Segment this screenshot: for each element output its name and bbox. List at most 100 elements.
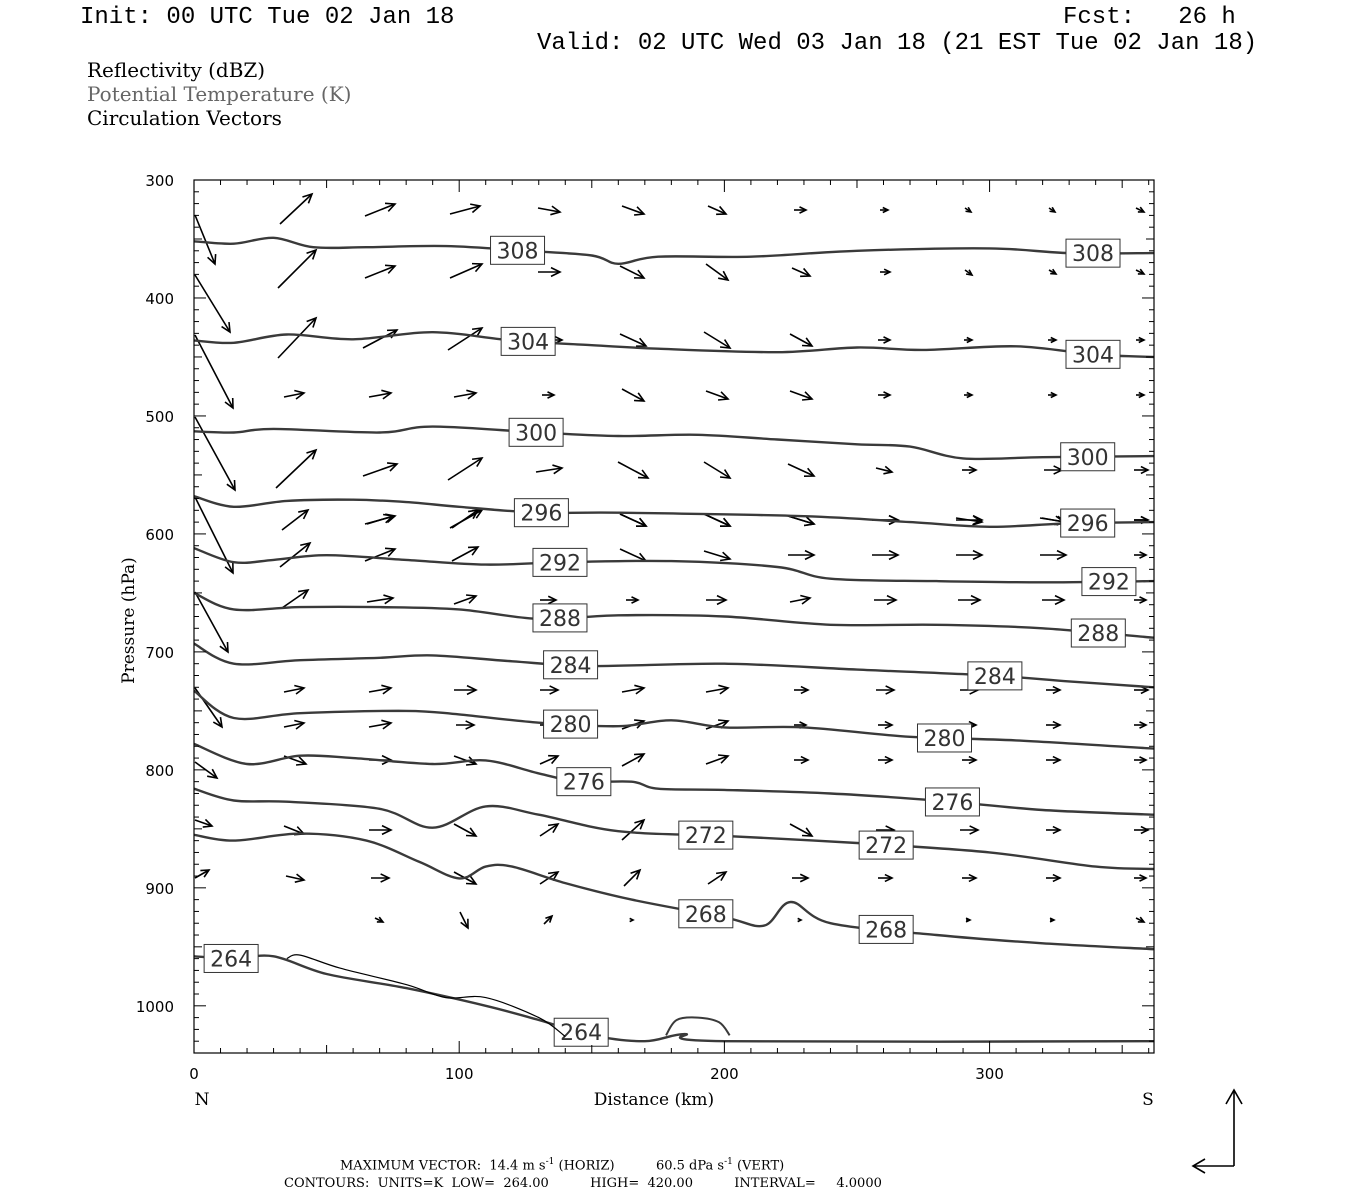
x-tick-label: 100 <box>445 1065 474 1083</box>
circulation-vector <box>965 917 972 923</box>
circulation-vector <box>705 390 730 401</box>
circulation-vector <box>617 461 650 479</box>
contour-264-bump <box>665 1016 731 1036</box>
circulation-vector <box>960 825 980 835</box>
contour-label-box <box>532 603 588 633</box>
contour-label: 304 <box>507 330 549 355</box>
circulation-vector <box>277 316 318 359</box>
circulation-vector <box>705 719 730 730</box>
circulation-vector <box>283 719 306 730</box>
circulation-vector <box>451 508 480 529</box>
contour-label: 272 <box>865 834 907 859</box>
contour-label-box <box>553 1017 609 1047</box>
contour-label-box <box>967 661 1023 691</box>
contour-label: 304 <box>1072 343 1114 368</box>
circulation-vector <box>374 916 385 923</box>
circulation-vector <box>880 206 890 214</box>
forecast-hour: Fcst: 26 h <box>1063 4 1236 31</box>
circulation-vector <box>279 541 312 568</box>
contour-300 <box>193 425 1155 461</box>
contour-label-box <box>1065 339 1121 369</box>
y-tick-label: 900 <box>145 880 174 898</box>
circulation-vector <box>447 457 484 481</box>
circulation-vector <box>281 508 310 531</box>
circulation-vector <box>1136 336 1146 344</box>
circulation-vector <box>792 873 810 883</box>
circulation-vector <box>194 416 236 492</box>
circulation-vector <box>875 465 894 475</box>
circulation-vector <box>368 719 393 730</box>
circulation-vector <box>194 334 234 410</box>
circulation-vector <box>619 333 648 347</box>
circulation-vector <box>194 818 214 828</box>
circulation-vector <box>453 594 478 605</box>
contour-label-box <box>924 787 980 817</box>
circulation-vector <box>619 513 648 527</box>
contour-label-box <box>513 498 569 528</box>
valid-time: Valid: 02 UTC Wed 03 Jan 18 (21 EST Tue … <box>537 30 1258 57</box>
circulation-vector <box>962 465 978 475</box>
contour-label-box <box>543 709 599 739</box>
circulation-vector <box>878 755 894 765</box>
contour-label-box <box>532 547 588 577</box>
contour-264 <box>193 954 1155 1043</box>
contour-264-branch <box>286 954 566 1037</box>
circulation-vector <box>707 870 728 885</box>
contour-label: 280 <box>923 727 965 752</box>
contour-label-box <box>490 235 546 265</box>
circulation-vector <box>1134 721 1148 729</box>
circulation-vector <box>964 391 974 399</box>
contour-label-box <box>678 899 734 929</box>
circulation-vector <box>368 389 393 400</box>
circulation-vector <box>364 264 397 279</box>
legend-circulation-vectors: Circulation Vectors <box>87 106 282 130</box>
circulation-vector <box>797 917 803 923</box>
y-tick-label: 700 <box>145 644 174 662</box>
circulation-vector <box>703 461 732 479</box>
circulation-vector <box>619 265 646 279</box>
circulation-vector <box>621 388 646 402</box>
circulation-vector <box>453 755 478 766</box>
circulation-vector <box>456 720 476 730</box>
contour-label-box <box>678 820 734 850</box>
circulation-vector <box>1135 916 1146 923</box>
x-axis-label: Distance (km) <box>594 1090 714 1110</box>
circulation-vector <box>1042 594 1066 606</box>
circulation-vector <box>878 720 894 730</box>
circulation-vector <box>703 331 732 349</box>
circulation-vector <box>626 596 640 604</box>
circulation-vector <box>366 513 395 525</box>
circulation-vector <box>542 391 556 399</box>
circulation-vector <box>453 823 478 837</box>
circulation-vector <box>621 818 646 841</box>
contour-label-box <box>556 767 612 797</box>
circulation-vector <box>283 389 306 400</box>
contour-label: 284 <box>550 654 592 679</box>
circulation-vector <box>537 205 562 216</box>
circulation-vector <box>880 268 892 276</box>
circulation-vector <box>878 336 892 344</box>
contour-label-box <box>916 723 972 753</box>
circulation-vector <box>1049 917 1056 923</box>
circulation-vector <box>962 755 978 765</box>
circulation-vector <box>789 333 814 347</box>
circulation-vector <box>1048 336 1058 344</box>
circulation-vector <box>283 684 306 695</box>
init-time: Init: 00 UTC Tue 02 Jan 18 <box>80 4 455 31</box>
circulation-vector <box>872 549 900 561</box>
circulation-vector <box>788 549 816 561</box>
circulation-vector <box>194 274 231 334</box>
contour-label: 308 <box>497 239 539 264</box>
contour-label: 280 <box>550 713 592 738</box>
circulation-vector <box>787 463 816 477</box>
circulation-vector <box>1135 268 1146 275</box>
circulation-vector <box>453 389 478 400</box>
maximum-vector-note: MAXIMUM VECTOR: 14.4 m s-1 (HORIZ) 60.5 … <box>340 1158 784 1173</box>
circulation-vector <box>1134 551 1148 559</box>
contour-label-box <box>203 943 259 973</box>
contour-label: 264 <box>210 947 252 972</box>
circulation-vector <box>789 594 812 605</box>
circulation-vector <box>707 205 728 216</box>
circulation-vector <box>1048 391 1058 399</box>
contour-label-box <box>1065 238 1121 268</box>
